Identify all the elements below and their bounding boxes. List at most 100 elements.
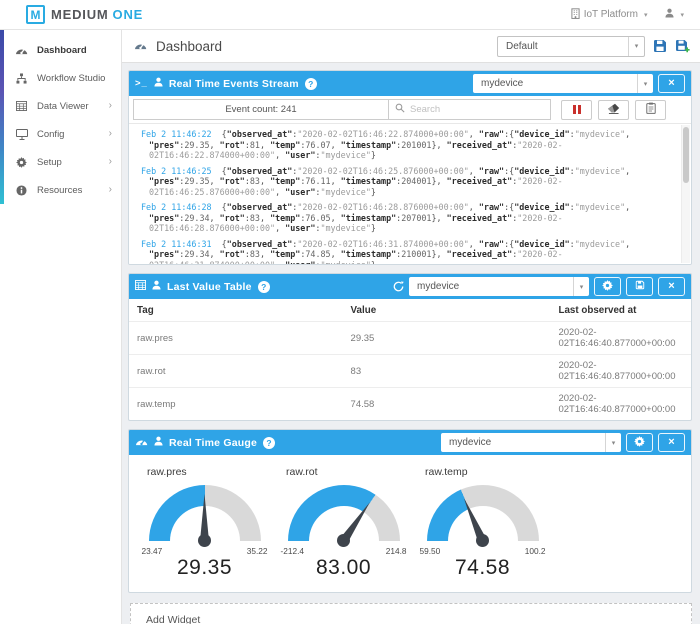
save-dashboard-button[interactable] <box>653 39 667 53</box>
sidebar-item-label: Config <box>37 128 65 140</box>
terminal-icon: >_ <box>135 78 148 89</box>
gauge-label: raw.pres <box>147 466 187 478</box>
events-panel-header: >_ Real Time Events Stream ? mydevice ▾ … <box>129 71 691 96</box>
sidebar-item-label: Workflow Studio <box>37 72 106 84</box>
events-close-button[interactable]: × <box>658 74 685 93</box>
last-observed-cell: 2020-02-02T16:46:40.877000+00:00 <box>550 321 691 355</box>
last-value-panel: Last Value Table ? mydevice ▾ × Tag <box>128 273 692 421</box>
chevron-down-icon: ▾ <box>605 433 621 452</box>
gauge-hub <box>337 534 350 547</box>
dashboard-icon <box>15 45 28 55</box>
help-icon[interactable]: ? <box>263 436 276 449</box>
sidebar-item-resources[interactable]: Resources › <box>0 176 121 204</box>
gauge-arc <box>426 485 539 541</box>
sidebar-item-label: Setup <box>37 156 62 168</box>
chevron-right-icon: › <box>108 100 112 111</box>
gauge-value: 29.35 <box>176 556 233 579</box>
column-header-tag: Tag <box>137 305 154 316</box>
event-log-scrollbar[interactable] <box>681 125 690 263</box>
save-as-new-dashboard-button[interactable] <box>675 39 690 53</box>
clear-stream-button[interactable] <box>598 99 629 120</box>
gauges-row: raw.pres 23.47 35.22 29.35 raw.rot -212.4 214.… <box>129 455 691 592</box>
gauge-settings-button[interactable] <box>626 433 653 452</box>
event-log-entry: Feb 2 11:46:25 {"observed_at":"2020-02-0… <box>141 165 631 197</box>
page-title: Dashboard <box>156 38 223 54</box>
scrollbar-thumb[interactable] <box>683 127 689 183</box>
clipboard-icon <box>645 102 656 117</box>
column-header-value: Value <box>350 305 377 316</box>
gauge-min: 23.47 <box>141 546 163 556</box>
table-row: raw.temp 74.58 2020-02-02T16:46:40.877000+… <box>129 387 691 420</box>
last-value-close-button[interactable]: × <box>658 277 685 296</box>
chevron-down-icon: ▾ <box>643 11 648 19</box>
event-log-entry: Feb 2 11:46:31 {"observed_at":"2020-02-0… <box>141 238 631 265</box>
tag-cell: raw.temp <box>129 387 343 420</box>
logo-text-medium: MEDIUM <box>51 7 109 22</box>
gauge-label: raw.temp <box>425 466 468 478</box>
logo-m-icon: M <box>26 5 45 24</box>
building-icon <box>571 7 580 22</box>
column-header-last-observed: Last observed at <box>558 305 637 316</box>
sidebar-item-setup[interactable]: Setup › <box>0 148 121 176</box>
logo-text-one: ONE <box>112 7 144 22</box>
floppy-icon <box>635 280 645 293</box>
last-value-device-select[interactable]: mydevice ▾ <box>409 277 589 296</box>
gauge-value: 74.58 <box>454 556 511 579</box>
gauge-max: 35.22 <box>246 546 268 556</box>
events-panel: >_ Real Time Events Stream ? mydevice ▾ … <box>128 70 692 265</box>
gauge-value: 83.00 <box>315 556 372 579</box>
table-row: raw.rot 83 2020-02-02T16:46:40.877000+00:0… <box>129 354 691 388</box>
refresh-button[interactable] <box>393 281 404 292</box>
events-device-select-value: mydevice <box>481 78 524 89</box>
event-count: Event count: 241 <box>133 99 389 120</box>
add-widget-label: Add Widget <box>146 614 201 624</box>
gear-icon <box>634 435 645 450</box>
events-panel-title: Real Time Events Stream <box>168 77 299 90</box>
sidebar-item-label: Dashboard <box>37 44 87 56</box>
setup-icon <box>15 156 28 168</box>
last-observed-cell: 2020-02-02T16:46:40.877000+00:00 <box>550 354 691 388</box>
config-icon <box>15 128 28 140</box>
user-menu[interactable]: ▾ <box>665 8 684 21</box>
gauge-dial <box>148 485 261 547</box>
last-value-device-select-value: mydevice <box>417 281 460 292</box>
tag-cell: raw.rot <box>129 354 343 388</box>
help-icon[interactable]: ? <box>257 280 270 293</box>
gauge-hub <box>198 534 211 547</box>
last-value-settings-button[interactable] <box>594 277 621 296</box>
pause-stream-button[interactable] <box>561 99 592 120</box>
table-icon <box>135 280 146 293</box>
events-search-box <box>389 99 551 120</box>
gauge-close-button[interactable]: × <box>658 433 685 452</box>
sidebar-item-data-viewer[interactable]: Data Viewer › <box>0 92 121 120</box>
events-search-input[interactable] <box>410 104 544 115</box>
sidebar-item-config[interactable]: Config › <box>0 120 121 148</box>
gauge-label: raw.rot <box>286 466 318 478</box>
sidebar-item-dashboard[interactable]: Dashboard <box>0 36 121 64</box>
events-device-select[interactable]: mydevice ▾ <box>473 74 653 93</box>
platform-menu[interactable]: IoT Platform ▾ <box>571 7 648 22</box>
gauge-panel-title: Real Time Gauge <box>169 436 258 449</box>
event-log: Feb 2 11:46:22 {"observed_at":"2020-02-0… <box>129 124 691 264</box>
table-row: raw.pres 29.35 2020-02-02T16:46:40.877000+… <box>129 321 691 355</box>
pause-icon <box>572 105 576 114</box>
sidebar-item-workflow-studio[interactable]: Workflow Studio <box>0 64 121 92</box>
help-icon[interactable]: ? <box>304 77 317 90</box>
dashboard-select[interactable]: Default ▾ <box>497 35 645 57</box>
gauge-panel-header: Real Time Gauge ? mydevice ▾ × <box>129 430 691 455</box>
sidebar-accent-strip <box>0 30 4 204</box>
value-cell: 74.58 <box>342 387 551 420</box>
value-cell: 29.35 <box>342 321 551 355</box>
medium-one-logo[interactable]: M MEDIUM ONE <box>26 5 143 24</box>
workflow-icon <box>15 72 28 84</box>
tag-cell: raw.pres <box>129 321 343 355</box>
copy-events-button[interactable] <box>635 99 666 120</box>
last-value-save-button[interactable] <box>626 277 653 296</box>
gauge-device-select[interactable]: mydevice ▾ <box>441 433 621 452</box>
chevron-right-icon: › <box>108 156 112 167</box>
search-icon <box>395 103 405 116</box>
gauge-raw-pres: raw.pres 23.47 35.22 29.35 <box>135 464 274 580</box>
gauge-raw-temp: raw.temp 59.50 100.2 74.58 <box>413 464 552 580</box>
event-log-entry: Feb 2 11:46:22 {"observed_at":"2020-02-0… <box>141 129 631 160</box>
gauge-dial <box>287 485 400 547</box>
